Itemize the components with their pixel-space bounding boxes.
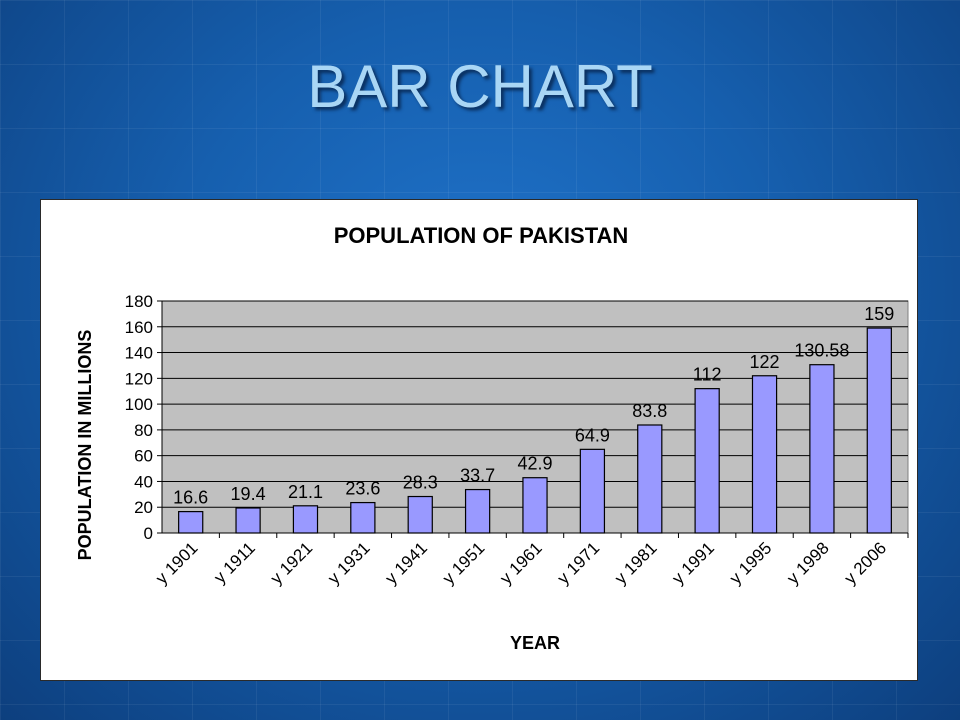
x-tick-label: y 1951 bbox=[439, 538, 489, 588]
data-label: 16.6 bbox=[173, 488, 208, 508]
y-tick-label: 0 bbox=[144, 524, 153, 543]
data-label: 122 bbox=[750, 352, 780, 372]
bar bbox=[292, 505, 319, 534]
bar bbox=[579, 448, 606, 534]
chart-panel: POPULATION OF PAKISTAN POPULATION IN MIL… bbox=[40, 199, 918, 681]
y-tick-label: 40 bbox=[134, 472, 153, 491]
bar bbox=[407, 495, 433, 534]
bar bbox=[235, 507, 261, 534]
data-label: 130.58 bbox=[794, 341, 849, 361]
data-label: 21.1 bbox=[288, 482, 323, 502]
data-label: 33.7 bbox=[460, 466, 495, 486]
data-label: 83.8 bbox=[632, 401, 667, 421]
data-label: 28.3 bbox=[403, 473, 438, 493]
bar bbox=[522, 477, 548, 534]
x-tick-label: y 1901 bbox=[152, 538, 202, 588]
bar-chart: POPULATION OF PAKISTAN POPULATION IN MIL… bbox=[75, 223, 909, 653]
x-tick-label: y 2006 bbox=[841, 538, 891, 588]
data-label: 42.9 bbox=[517, 454, 552, 474]
y-tick-label: 60 bbox=[134, 447, 153, 466]
x-axis-label: YEAR bbox=[510, 633, 560, 653]
x-tick-label: y 1911 bbox=[210, 538, 259, 587]
y-tick-label: 140 bbox=[125, 344, 153, 363]
bar bbox=[694, 388, 720, 534]
x-tick-label: y 1998 bbox=[783, 538, 833, 588]
data-label: 64.9 bbox=[575, 425, 610, 445]
slide-title: BAR CHART bbox=[307, 53, 653, 120]
data-label: 112 bbox=[693, 365, 722, 385]
x-tick-label: y 1981 bbox=[611, 538, 661, 588]
bar bbox=[178, 511, 204, 534]
bar bbox=[751, 375, 778, 534]
bar bbox=[350, 501, 376, 534]
bar bbox=[866, 327, 892, 534]
data-label: 23.6 bbox=[345, 479, 380, 499]
y-tick-label: 160 bbox=[125, 318, 153, 337]
y-tick-label: 180 bbox=[125, 292, 153, 311]
chart-title: POPULATION OF PAKISTAN bbox=[334, 223, 629, 248]
y-tick-label: 100 bbox=[125, 395, 153, 414]
y-axis-label: POPULATION IN MILLIONS bbox=[75, 330, 95, 561]
x-tick-label: y 1995 bbox=[726, 538, 776, 588]
y-tick-label: 80 bbox=[134, 421, 153, 440]
y-tick-label: 120 bbox=[125, 369, 153, 388]
bar bbox=[464, 488, 491, 534]
x-tick-label: y 1931 bbox=[324, 538, 374, 588]
plot-area: 0 20 40 60 80 100 120 140 160 180 16.6 y 1901 19.4 y … bbox=[125, 292, 909, 588]
bar bbox=[637, 424, 663, 534]
data-label: 159 bbox=[864, 304, 894, 324]
x-tick-label: y 1961 bbox=[496, 538, 546, 588]
bar bbox=[809, 364, 835, 534]
y-tick-label: 20 bbox=[134, 498, 153, 517]
x-tick-label: y 1971 bbox=[554, 538, 604, 588]
data-label: 19.4 bbox=[231, 484, 266, 504]
x-tick-label: y 1941 bbox=[382, 538, 432, 588]
x-tick-label: y 1921 bbox=[267, 538, 317, 588]
x-tick-label: y 1991 bbox=[668, 538, 718, 588]
